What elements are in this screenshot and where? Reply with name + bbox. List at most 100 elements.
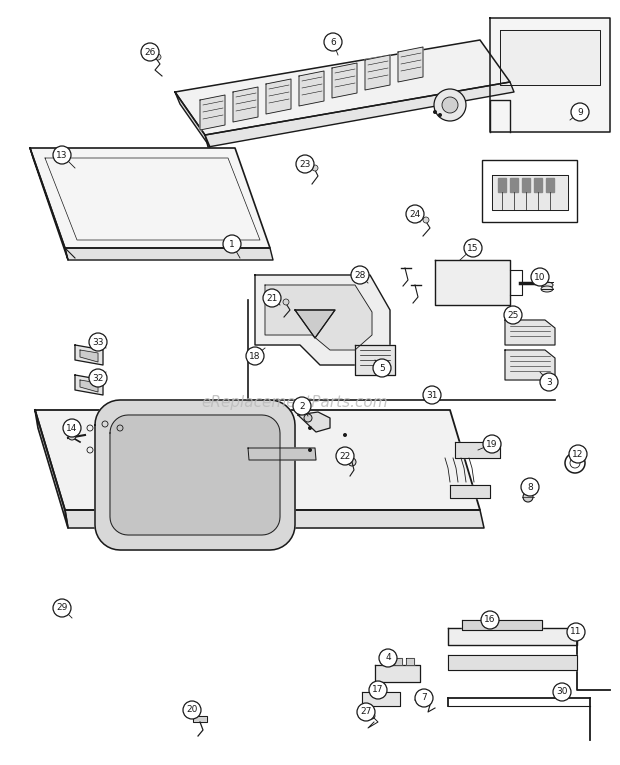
Polygon shape (35, 410, 68, 528)
Circle shape (53, 599, 71, 617)
Text: 21: 21 (267, 294, 278, 302)
Circle shape (423, 217, 429, 223)
Circle shape (369, 681, 387, 699)
Circle shape (63, 419, 81, 437)
Polygon shape (266, 79, 291, 114)
Text: 8: 8 (527, 483, 533, 491)
Text: 27: 27 (360, 708, 371, 717)
Text: 5: 5 (379, 363, 385, 373)
Polygon shape (265, 285, 372, 350)
Circle shape (223, 235, 241, 253)
Circle shape (89, 333, 107, 351)
Circle shape (415, 689, 433, 707)
Polygon shape (80, 380, 98, 392)
Text: 6: 6 (330, 37, 336, 47)
Circle shape (53, 146, 71, 164)
Circle shape (263, 289, 281, 307)
Polygon shape (35, 410, 480, 510)
Text: 10: 10 (534, 272, 546, 282)
Polygon shape (455, 442, 500, 458)
Circle shape (567, 623, 585, 641)
Polygon shape (448, 628, 577, 645)
Circle shape (369, 713, 375, 719)
Circle shape (351, 266, 369, 284)
Ellipse shape (541, 282, 553, 288)
Polygon shape (65, 510, 484, 528)
Polygon shape (75, 375, 103, 395)
Text: 15: 15 (467, 243, 479, 252)
Circle shape (246, 347, 264, 365)
Text: 17: 17 (372, 685, 384, 695)
Circle shape (89, 369, 107, 387)
Polygon shape (248, 448, 316, 460)
Polygon shape (406, 658, 414, 665)
Circle shape (434, 89, 466, 121)
Polygon shape (505, 350, 555, 380)
Circle shape (312, 165, 318, 171)
Circle shape (423, 386, 441, 404)
Circle shape (442, 97, 458, 113)
Polygon shape (522, 178, 530, 192)
Text: 19: 19 (486, 440, 498, 448)
Text: 31: 31 (427, 390, 438, 399)
Polygon shape (492, 175, 568, 210)
Text: 30: 30 (556, 688, 568, 696)
Circle shape (343, 433, 347, 437)
Circle shape (304, 414, 312, 422)
Circle shape (336, 447, 354, 465)
Polygon shape (200, 95, 225, 130)
Polygon shape (500, 30, 600, 85)
Circle shape (379, 649, 397, 667)
Circle shape (324, 33, 342, 51)
Circle shape (283, 299, 289, 305)
Polygon shape (30, 148, 270, 248)
Circle shape (523, 492, 533, 502)
Text: 1: 1 (229, 239, 235, 249)
Polygon shape (30, 148, 68, 260)
Polygon shape (75, 345, 103, 365)
Circle shape (155, 54, 161, 60)
Circle shape (438, 113, 442, 117)
Text: 26: 26 (144, 47, 156, 57)
Polygon shape (534, 178, 542, 192)
Text: 33: 33 (92, 337, 104, 347)
Circle shape (343, 453, 347, 457)
Polygon shape (462, 620, 542, 630)
Text: 16: 16 (484, 616, 496, 624)
Polygon shape (498, 178, 506, 192)
Text: 23: 23 (299, 159, 311, 168)
Circle shape (141, 43, 159, 61)
Circle shape (433, 110, 437, 114)
Polygon shape (394, 658, 402, 665)
Text: 2: 2 (299, 402, 305, 411)
Circle shape (571, 103, 589, 121)
Polygon shape (193, 716, 207, 722)
Text: 13: 13 (56, 151, 68, 159)
Text: 22: 22 (339, 451, 351, 461)
Text: 7: 7 (421, 694, 427, 702)
Circle shape (373, 359, 391, 377)
Polygon shape (490, 18, 610, 132)
Circle shape (483, 435, 501, 453)
Text: 18: 18 (249, 351, 261, 360)
Circle shape (504, 306, 522, 324)
Text: 9: 9 (577, 108, 583, 116)
Polygon shape (295, 310, 335, 338)
Polygon shape (362, 692, 400, 706)
Polygon shape (95, 400, 295, 550)
Text: 28: 28 (354, 271, 366, 279)
Circle shape (293, 397, 311, 415)
Text: 20: 20 (187, 705, 198, 715)
Circle shape (521, 478, 539, 496)
FancyBboxPatch shape (482, 160, 577, 222)
Text: 29: 29 (56, 604, 68, 613)
Text: eReplacementParts.com: eReplacementParts.com (202, 395, 388, 409)
Circle shape (481, 611, 499, 629)
Text: 12: 12 (572, 450, 583, 458)
Circle shape (308, 448, 312, 452)
Polygon shape (546, 178, 554, 192)
Text: 25: 25 (507, 311, 519, 320)
Circle shape (531, 268, 549, 286)
Text: 24: 24 (409, 210, 420, 219)
Text: 32: 32 (92, 373, 104, 382)
